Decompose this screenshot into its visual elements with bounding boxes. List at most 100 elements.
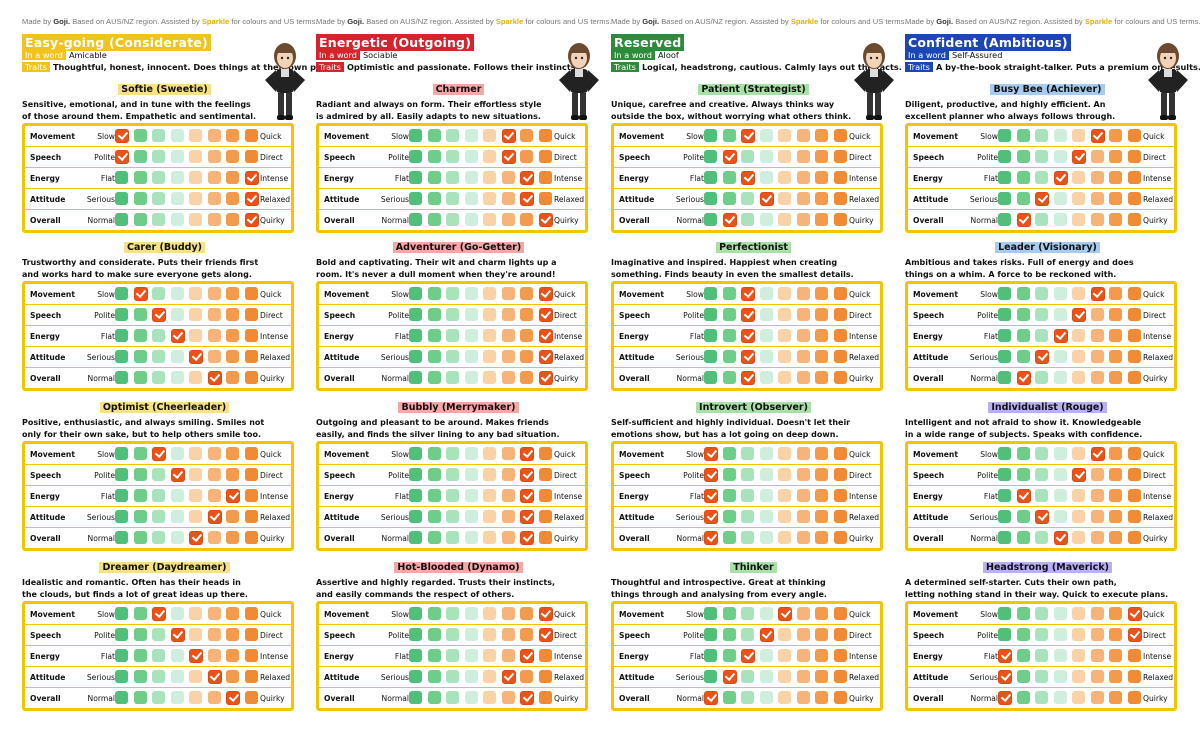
scale-box[interactable] <box>1090 531 1104 544</box>
checked-box[interactable] <box>998 669 1012 684</box>
scale-box[interactable] <box>1109 129 1122 142</box>
checked-box[interactable] <box>704 530 718 545</box>
scale-box[interactable] <box>464 150 478 163</box>
scale-box[interactable] <box>1127 171 1141 184</box>
scale-box[interactable] <box>464 447 478 460</box>
scale-box[interactable] <box>796 350 810 363</box>
scale-box[interactable] <box>833 489 847 502</box>
scale-box[interactable] <box>244 308 258 321</box>
scale-box[interactable] <box>446 213 459 226</box>
scale-box[interactable] <box>1109 489 1122 502</box>
scale-box[interactable] <box>501 468 515 481</box>
scale-box[interactable] <box>538 171 552 184</box>
checked-box[interactable] <box>244 170 259 185</box>
scale-box[interactable] <box>133 308 147 321</box>
scale-box[interactable] <box>520 670 533 683</box>
scale-box[interactable] <box>115 213 128 226</box>
scale-box[interactable] <box>1109 329 1122 342</box>
scale-box[interactable] <box>244 468 258 481</box>
scale-box[interactable] <box>133 607 147 620</box>
scale-box[interactable] <box>427 192 441 205</box>
scale-box[interactable] <box>704 192 717 205</box>
scale-box[interactable] <box>207 308 221 321</box>
scale-box[interactable] <box>722 447 736 460</box>
checked-box[interactable] <box>704 509 718 524</box>
scale-box[interactable] <box>207 531 221 544</box>
scale-box[interactable] <box>152 628 165 641</box>
checked-box[interactable] <box>226 488 240 503</box>
scale-box[interactable] <box>1090 607 1104 620</box>
scale-box[interactable] <box>1127 670 1141 683</box>
scale-box[interactable] <box>759 607 773 620</box>
scale-box[interactable] <box>1127 192 1141 205</box>
scale-box[interactable] <box>833 192 847 205</box>
scale-box[interactable] <box>189 468 202 481</box>
scale-box[interactable] <box>759 350 773 363</box>
scale-box[interactable] <box>1127 510 1141 523</box>
scale-box[interactable] <box>796 607 810 620</box>
scale-box[interactable] <box>1127 308 1141 321</box>
scale-box[interactable] <box>244 628 258 641</box>
scale-box[interactable] <box>409 489 422 502</box>
checked-box[interactable] <box>1127 627 1142 642</box>
checked-box[interactable] <box>244 212 259 227</box>
scale-box[interactable] <box>189 129 202 142</box>
scale-box[interactable] <box>427 213 441 226</box>
scale-box[interactable] <box>446 531 459 544</box>
scale-box[interactable] <box>722 129 736 142</box>
scale-box[interactable] <box>704 628 717 641</box>
scale-box[interactable] <box>446 489 459 502</box>
scale-box[interactable] <box>133 213 147 226</box>
scale-box[interactable] <box>170 531 184 544</box>
checked-box[interactable] <box>520 191 534 206</box>
scale-box[interactable] <box>244 329 258 342</box>
scale-box[interactable] <box>1016 510 1030 523</box>
scale-box[interactable] <box>778 287 791 300</box>
scale-box[interactable] <box>226 192 239 205</box>
scale-box[interactable] <box>115 447 128 460</box>
scale-box[interactable] <box>722 371 736 384</box>
scale-box[interactable] <box>244 691 258 704</box>
scale-box[interactable] <box>409 213 422 226</box>
scale-box[interactable] <box>833 129 847 142</box>
scale-box[interactable] <box>1090 691 1104 704</box>
scale-box[interactable] <box>226 350 239 363</box>
scale-box[interactable] <box>704 607 717 620</box>
checked-box[interactable] <box>520 648 534 663</box>
scale-box[interactable] <box>778 510 791 523</box>
scale-box[interactable] <box>501 489 515 502</box>
scale-box[interactable] <box>796 129 810 142</box>
checked-box[interactable] <box>741 286 755 301</box>
scale-box[interactable] <box>189 213 202 226</box>
scale-box[interactable] <box>244 287 258 300</box>
scale-box[interactable] <box>115 350 128 363</box>
scale-box[interactable] <box>833 531 847 544</box>
scale-box[interactable] <box>520 150 533 163</box>
scale-box[interactable] <box>483 308 496 321</box>
scale-box[interactable] <box>796 447 810 460</box>
scale-box[interactable] <box>1035 691 1048 704</box>
scale-box[interactable] <box>501 691 515 704</box>
checked-box[interactable] <box>1016 212 1031 227</box>
scale-box[interactable] <box>833 510 847 523</box>
scale-box[interactable] <box>538 649 552 662</box>
scale-box[interactable] <box>759 287 773 300</box>
scale-box[interactable] <box>409 510 422 523</box>
scale-box[interactable] <box>1016 308 1030 321</box>
scale-box[interactable] <box>409 350 422 363</box>
scale-box[interactable] <box>1090 510 1104 523</box>
scale-box[interactable] <box>1053 287 1067 300</box>
scale-box[interactable] <box>722 607 736 620</box>
scale-box[interactable] <box>833 213 847 226</box>
scale-box[interactable] <box>409 371 422 384</box>
scale-box[interactable] <box>1072 607 1085 620</box>
checked-box[interactable] <box>741 170 755 185</box>
scale-box[interactable] <box>207 287 221 300</box>
scale-box[interactable] <box>427 649 441 662</box>
scale-box[interactable] <box>998 607 1011 620</box>
scale-box[interactable] <box>115 531 128 544</box>
scale-box[interactable] <box>741 192 754 205</box>
scale-box[interactable] <box>115 308 128 321</box>
scale-box[interactable] <box>833 649 847 662</box>
scale-box[interactable] <box>759 670 773 683</box>
